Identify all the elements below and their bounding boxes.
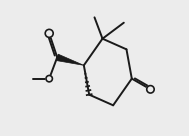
Polygon shape <box>56 54 84 65</box>
Circle shape <box>46 75 52 82</box>
Circle shape <box>147 86 154 93</box>
Circle shape <box>45 29 53 37</box>
